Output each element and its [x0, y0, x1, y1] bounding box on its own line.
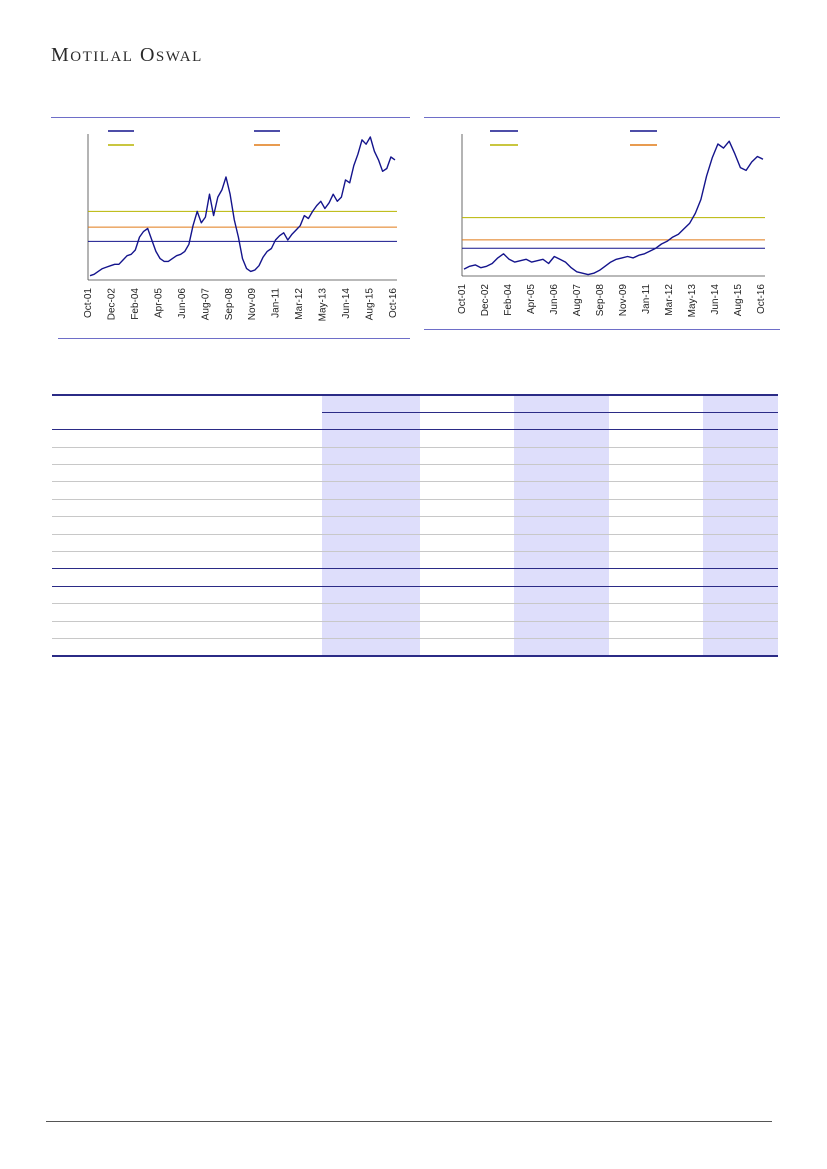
x-tick-label: Apr-05: [153, 288, 164, 318]
x-tick-label: May-13: [318, 288, 329, 322]
x-tick-label: Nov-09: [247, 288, 258, 321]
x-tick-label: Apr-05: [526, 284, 537, 314]
x-tick-label: Aug-07: [200, 288, 211, 321]
table-bottom-rule: [52, 655, 778, 657]
x-tick-label: Sep-08: [595, 284, 606, 317]
left-exhibit-bottom-rule: [58, 338, 410, 339]
table-row-rule: [52, 516, 778, 517]
x-tick-label: Oct-16: [756, 284, 767, 314]
left-exhibit-top-rule: [51, 117, 410, 118]
x-tick-label: Mar-12: [294, 288, 305, 320]
x-tick-label: Jan-11: [641, 284, 652, 314]
right-chart: Oct-01 Dec-02 Feb-04 Apr-05 Jun-06 Aug-07 Sep-…: [424, 118, 780, 328]
x-tick-label: Nov-09: [618, 284, 629, 317]
right-exhibit-bottom-rule: [424, 329, 780, 330]
table-top-rule: [52, 394, 778, 396]
table-shaded-column-2: [514, 394, 609, 657]
right-exhibit-top-rule: [424, 117, 780, 118]
table-shaded-column-1: [322, 394, 420, 657]
table-row-rule: [52, 638, 778, 639]
table-section-rule: [52, 586, 778, 587]
table-row-rule: [52, 464, 778, 465]
x-tick-label: Jun-14: [341, 288, 352, 319]
x-tick-label: Feb-04: [130, 288, 141, 320]
table-section-rule: [52, 568, 778, 569]
brand-rest-1: OTILAL: [70, 49, 134, 65]
x-tick-label: Dec-02: [107, 288, 118, 321]
x-tick-label: Jun-06: [549, 284, 560, 315]
table-row-rule: [52, 603, 778, 604]
table-header-rule: [52, 429, 778, 430]
brand-rest-2: SWAL: [155, 49, 203, 65]
x-tick-label: Oct-01: [457, 284, 468, 314]
table-row-rule: [52, 499, 778, 500]
table-row-rule: [52, 534, 778, 535]
x-tick-label: Oct-01: [83, 288, 94, 318]
table-row-rule: [52, 551, 778, 552]
valuation-table: [52, 394, 778, 657]
brand-initial-2: O: [139, 44, 156, 66]
footer-rule: [46, 1121, 772, 1122]
x-tick-label: Mar-12: [664, 284, 675, 316]
x-tick-label: Dec-02: [480, 284, 491, 317]
series-line: [463, 140, 764, 276]
brand-logo: MOTILAL OSWAL: [51, 44, 203, 67]
x-tick-label: Oct-16: [388, 288, 399, 318]
series-line: [89, 136, 396, 277]
x-tick-label: Aug-15: [365, 288, 376, 321]
table-row-rule: [52, 481, 778, 482]
x-tick-label: Jun-06: [177, 288, 188, 319]
left-chart-svg: Oct-01 Dec-02 Feb-04 Apr-05 Jun-06 Aug-07 Sep-…: [83, 130, 399, 322]
x-tick-label: Jan-11: [271, 288, 282, 318]
table-subheader-rule: [322, 412, 778, 413]
x-tick-label: May-13: [687, 284, 698, 318]
x-tick-label: Sep-08: [224, 288, 235, 321]
left-chart: Oct-01 Dec-02 Feb-04 Apr-05 Jun-06 Aug-07 Sep-…: [51, 118, 411, 338]
table-row-rule: [52, 621, 778, 622]
right-chart-svg: Oct-01 Dec-02 Feb-04 Apr-05 Jun-06 Aug-07 Sep-…: [457, 130, 767, 318]
brand-initial-1: M: [51, 44, 71, 66]
table-shaded-column-3: [703, 394, 778, 657]
x-tick-label: Jun-14: [710, 284, 721, 315]
table-row-rule: [52, 447, 778, 448]
x-tick-label: Aug-15: [733, 284, 744, 317]
x-tick-label: Feb-04: [503, 284, 514, 316]
x-tick-label: Aug-07: [572, 284, 583, 317]
